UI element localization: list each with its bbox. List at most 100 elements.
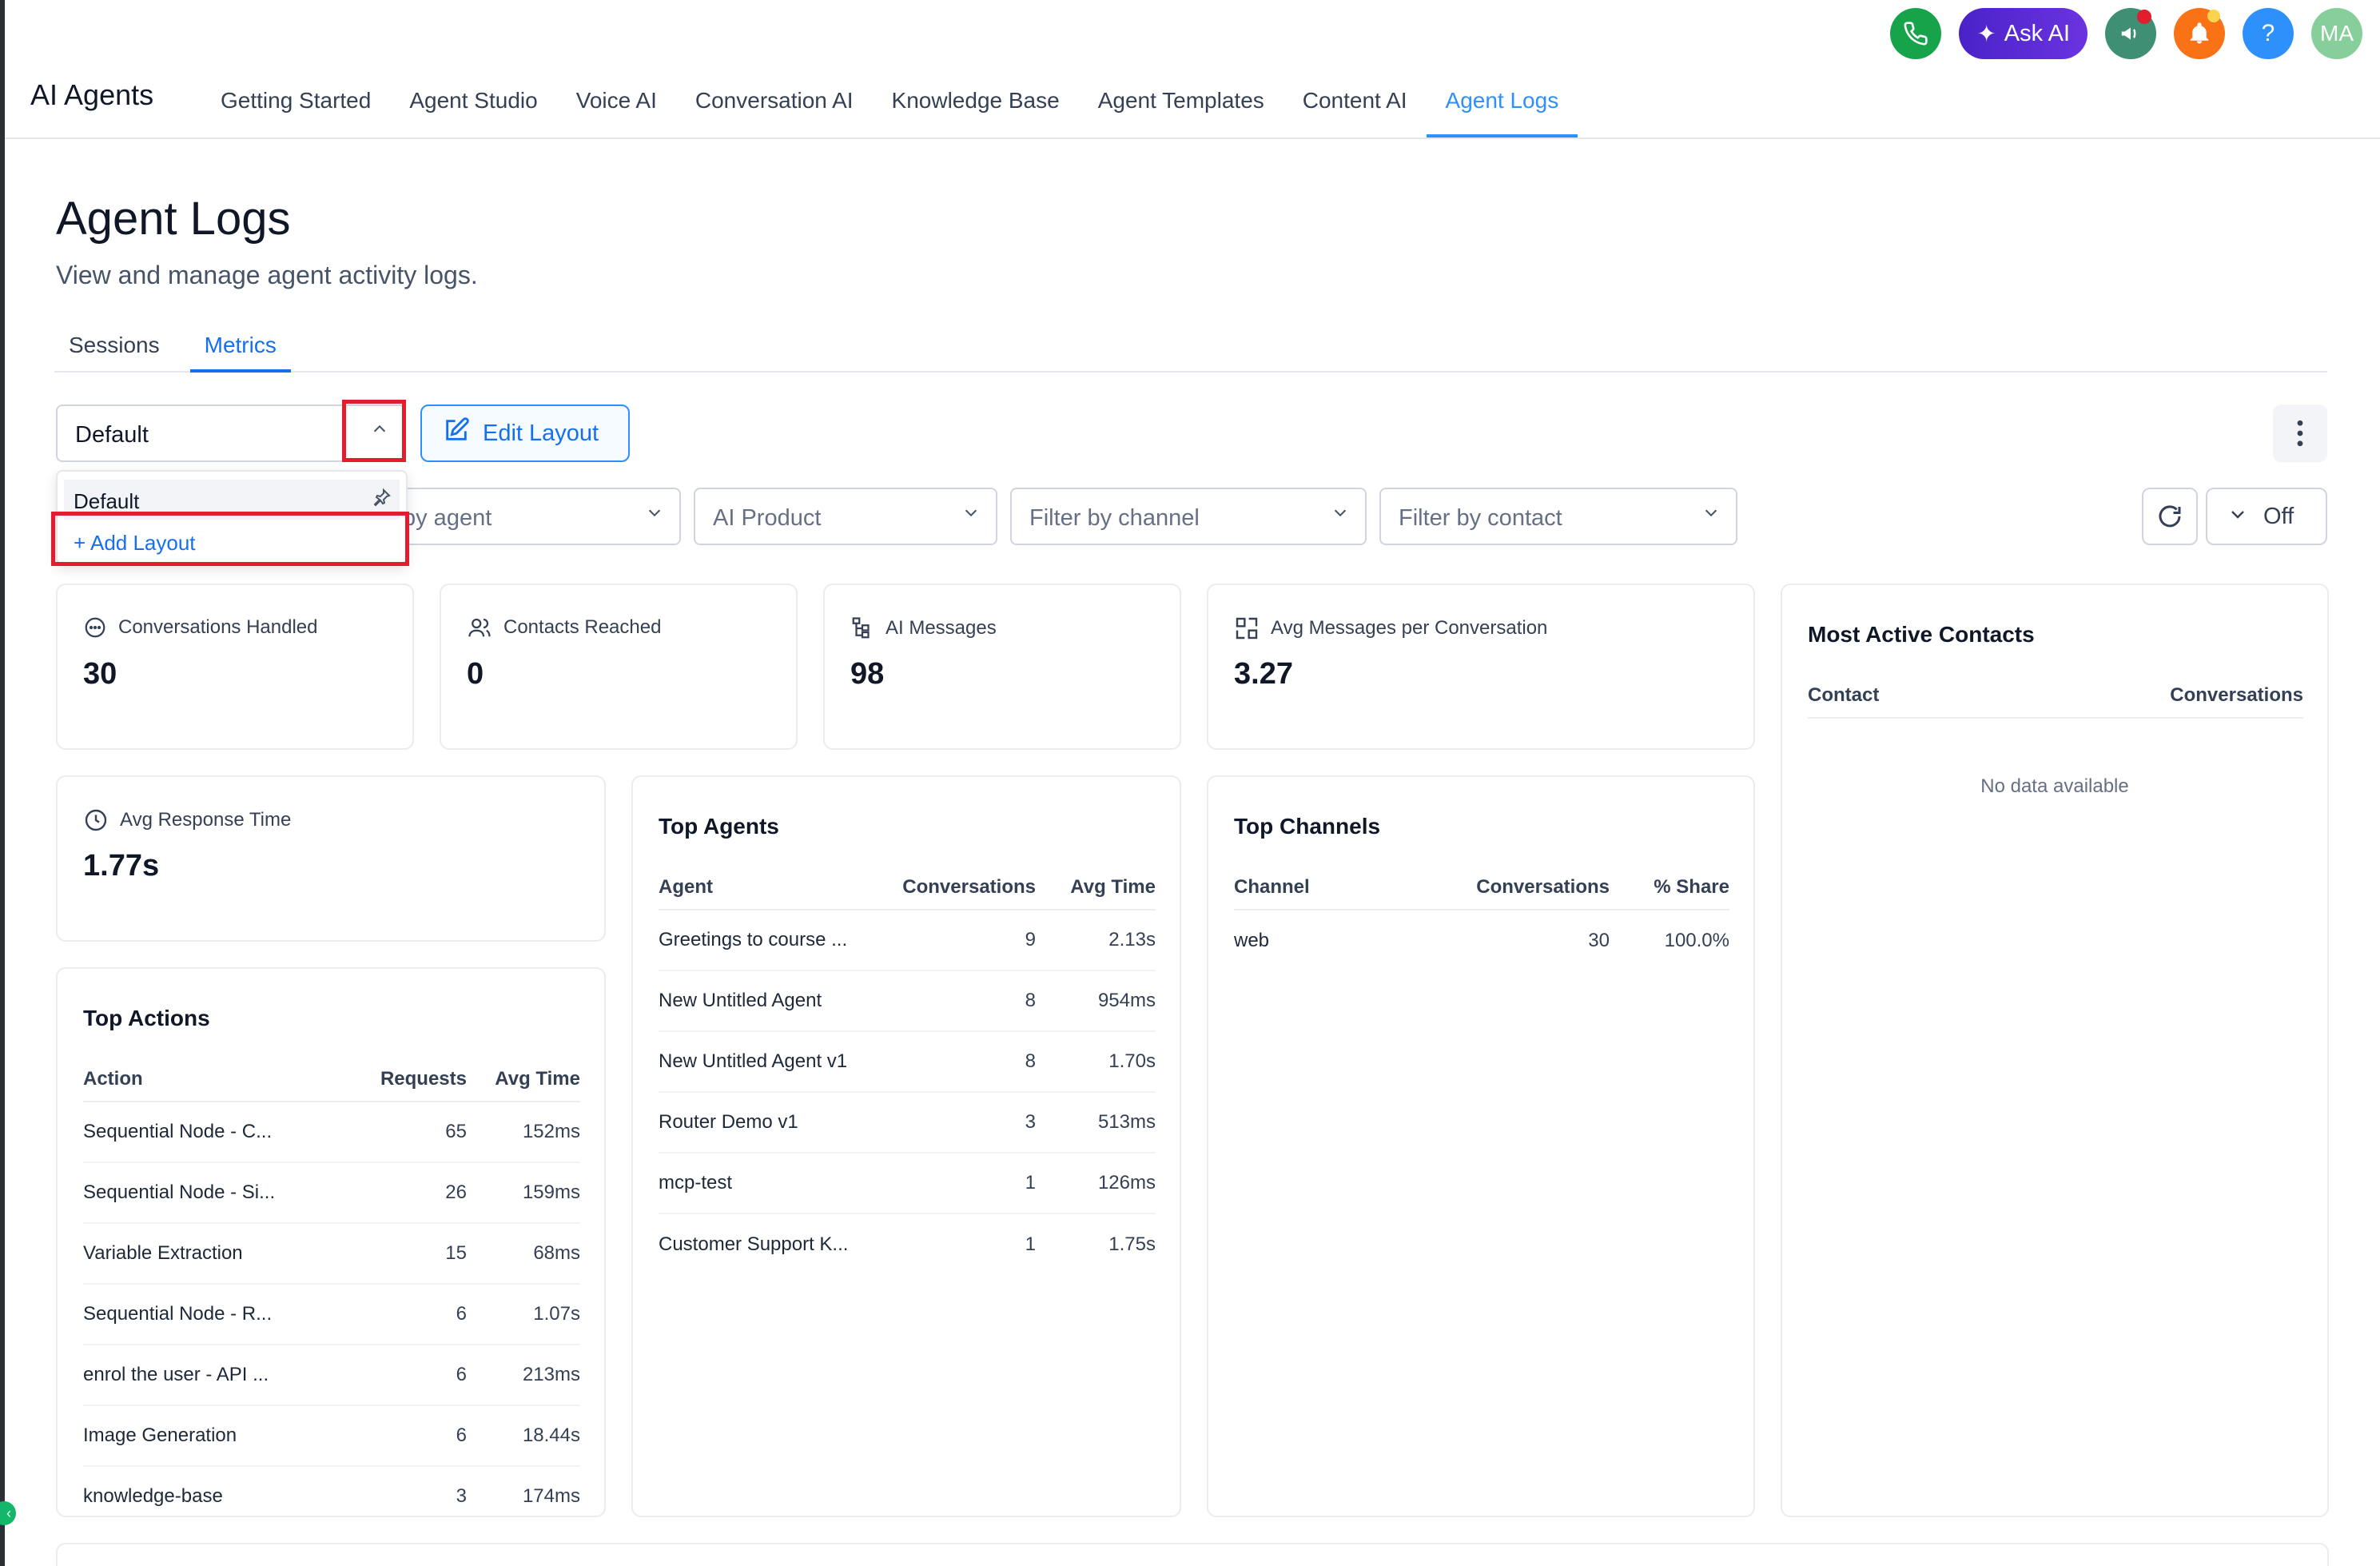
column-header[interactable]: Conversations (1410, 865, 1610, 911)
nav-tab-voice-ai[interactable]: Voice AI (575, 88, 657, 113)
page-title: Agent Logs (56, 193, 291, 245)
column-header[interactable]: Contact (1808, 673, 1981, 719)
cell-conversations: 3 (868, 1092, 1036, 1154)
column-header[interactable]: Agent (659, 865, 868, 911)
phone-icon[interactable] (1890, 8, 1942, 59)
edit-layout-label: Edit Layout (483, 420, 599, 446)
chevron-down-icon (2228, 504, 2247, 530)
column-header[interactable]: Channel (1234, 865, 1410, 911)
cell-avg-time: 159ms (467, 1162, 580, 1224)
stat-label: Contacts Reached (467, 616, 661, 640)
table-row[interactable]: Sequential Node - R... 6 1.07s (83, 1284, 580, 1345)
cell-avg-time: 1.75s (1108, 1233, 1156, 1255)
pin-icon[interactable] (372, 488, 392, 512)
additional-card (56, 1543, 2329, 1566)
stat-card-ai-messages: AI Messages 98 (823, 584, 1181, 750)
contacts-table: Contact Conversations (1808, 673, 2303, 719)
table-row[interactable]: enrol the user - API ... 6 213ms (83, 1345, 580, 1406)
channel-name: web (1234, 929, 1270, 951)
chevron-up-icon[interactable] (371, 419, 388, 444)
top-actions-card: Top Actions Action Requests Avg Time Seq… (56, 967, 606, 1517)
column-header[interactable]: Conversations (1980, 673, 2303, 719)
ai-product-filter[interactable]: AI Product (694, 488, 997, 545)
megaphone-icon[interactable] (2105, 8, 2156, 59)
agent-filter-placeholder: by agent (403, 505, 492, 531)
cell-avg-time: 2.13s (1036, 910, 1156, 971)
channel-filter[interactable]: Filter by channel (1010, 488, 1367, 545)
agent-name: Router Demo v1 (659, 1092, 868, 1154)
table-row[interactable]: Sequential Node - C... 65 152ms (83, 1102, 580, 1163)
action-name: Variable Extraction (83, 1223, 323, 1285)
cell-avg-time: 1.70s (1036, 1031, 1156, 1093)
layout-select[interactable]: Default (56, 404, 406, 462)
top-navigation: AI Agents Getting Started Agent Studio V… (5, 0, 2380, 139)
nav-tab-agent-logs[interactable]: Agent Logs (1426, 72, 1578, 137)
action-name: Sequential Node - Si... (83, 1162, 323, 1224)
action-name: Image Generation (83, 1405, 323, 1467)
cell-requests: 6 (323, 1405, 467, 1467)
tab-metrics[interactable]: Metrics (189, 320, 291, 373)
nav-tab-agent-templates[interactable]: Agent Templates (1097, 88, 1264, 113)
cell-conversations: 1 (868, 1153, 1036, 1214)
stat-card-conversations: Conversations Handled 30 (56, 584, 414, 750)
table-row[interactable]: web 30 100.0% (1234, 910, 1729, 970)
ai-product-placeholder: AI Product (713, 505, 822, 531)
column-header[interactable]: Requests (323, 1057, 467, 1102)
table-row[interactable]: Router Demo v1 3 513ms (659, 1092, 1156, 1154)
card-title: Top Agents (659, 814, 779, 839)
column-header[interactable]: Avg Time (1036, 865, 1156, 911)
bell-icon[interactable] (2174, 8, 2225, 59)
chevron-down-icon (646, 504, 663, 527)
column-header[interactable]: Action (83, 1057, 323, 1102)
add-layout-option[interactable]: + Add Layout (74, 531, 196, 555)
table-row[interactable]: knowledge-base 3 174ms (83, 1466, 580, 1516)
cell-avg-time: 174ms (467, 1466, 580, 1516)
table-row[interactable]: Variable Extraction 15 68ms (83, 1223, 580, 1285)
column-header[interactable]: Conversations (868, 865, 1036, 911)
auto-refresh-toggle[interactable]: Off (2206, 488, 2327, 545)
cell-avg-time: 126ms (1036, 1153, 1156, 1214)
tab-sessions[interactable]: Sessions (69, 333, 160, 357)
table-row[interactable]: New Untitled Agent v1 8 1.70s (659, 1031, 1156, 1093)
stat-label-text: AI Messages (886, 617, 997, 639)
cell-avg-time: 513ms (1036, 1092, 1156, 1154)
flow-icon (852, 617, 870, 639)
avatar[interactable]: MA (2311, 8, 2362, 59)
stat-label-text: Conversations Handled (118, 616, 318, 638)
nav-tab-conversation-ai[interactable]: Conversation AI (694, 88, 854, 113)
ask-ai-button[interactable]: ✦ Ask AI (1959, 8, 2087, 59)
nav-tab-knowledge-base[interactable]: Knowledge Base (891, 88, 1060, 113)
action-name: Sequential Node - C... (83, 1102, 323, 1163)
nav-tab-content-ai[interactable]: Content AI (1302, 88, 1407, 113)
column-header[interactable]: % Share (1610, 865, 1729, 911)
table-row[interactable]: Sequential Node - Si... 26 159ms (83, 1162, 580, 1224)
highlight-box-chevron (342, 400, 406, 462)
table-row[interactable]: mcp-test 1 126ms (659, 1153, 1156, 1214)
notification-dot (2207, 10, 2220, 22)
table-row[interactable]: New Untitled Agent 8 954ms (659, 970, 1156, 1032)
stat-card-avg-response: Avg Response Time 1.77s (56, 775, 606, 942)
channel-filter-placeholder: Filter by channel (1029, 505, 1200, 531)
cell-avg-time: 68ms (467, 1223, 580, 1285)
ask-ai-label: Ask AI (2004, 20, 2070, 46)
nav-tab-getting-started[interactable]: Getting Started (221, 88, 372, 113)
more-options-icon[interactable] (2273, 404, 2327, 462)
refresh-button[interactable] (2142, 488, 2198, 545)
contact-filter-placeholder: Filter by contact (1399, 505, 1562, 531)
help-icon[interactable]: ? (2243, 8, 2294, 59)
table-row[interactable]: Customer Support K... 1 1.75s (659, 1213, 1156, 1274)
stat-value: 1.77s (83, 849, 160, 883)
column-header[interactable]: Avg Time (467, 1057, 580, 1102)
table-row[interactable]: Greetings to course ... 9 2.13s (659, 910, 1156, 971)
action-name: knowledge-base (83, 1466, 323, 1516)
nav-tab-agent-studio[interactable]: Agent Studio (409, 88, 538, 113)
stat-card-contacts: Contacts Reached 0 (440, 584, 798, 750)
contact-filter[interactable]: Filter by contact (1379, 488, 1737, 545)
agent-name: New Untitled Agent v1 (659, 1031, 868, 1093)
top-channels-table: Channel Conversations % Share web 30 100… (1234, 865, 1729, 970)
top-icons: ✦ Ask AI ? MA (1890, 8, 2362, 59)
top-agents-card: Top Agents Agent Conversations Avg Time … (631, 775, 1181, 1517)
table-row[interactable]: Image Generation 6 18.44s (83, 1405, 580, 1467)
sidebar-expand-icon[interactable]: ‹ (0, 1501, 16, 1525)
edit-layout-button[interactable]: Edit Layout (420, 404, 630, 462)
